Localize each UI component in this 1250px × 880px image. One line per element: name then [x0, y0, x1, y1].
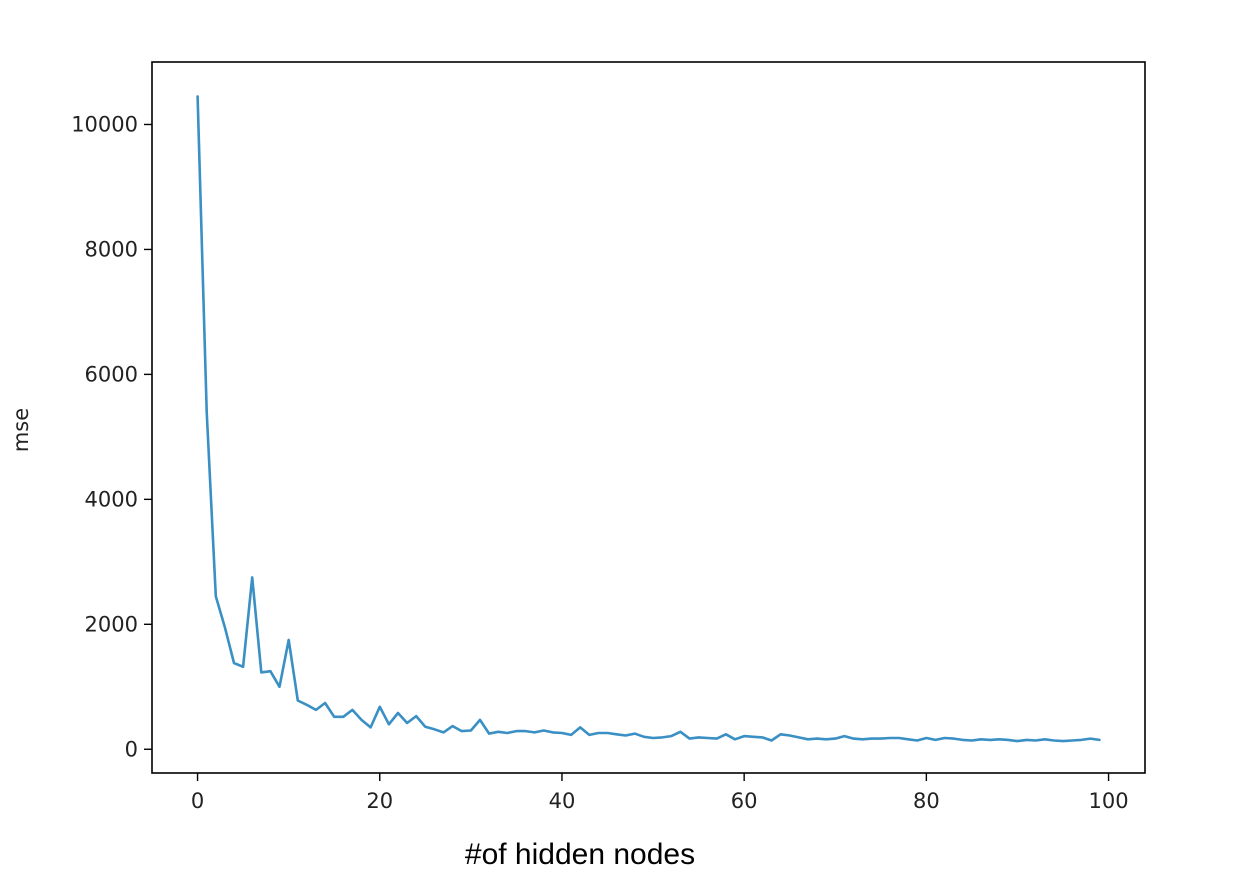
x-tick-label: 80	[913, 789, 940, 813]
x-tick-label: 20	[366, 789, 393, 813]
x-axis-label: #of hidden nodes	[465, 838, 695, 871]
x-tick-label: 0	[191, 789, 204, 813]
plot-area	[151, 61, 1146, 774]
x-tick-label: 40	[549, 789, 576, 813]
y-tick-label: 6000	[85, 362, 138, 386]
y-tick-label: 0	[125, 737, 138, 761]
y-tick-label: 10000	[71, 112, 138, 136]
y-tick-label: 8000	[85, 237, 138, 261]
y-axis-ticks: 0 2000 4000 6000 8000 10000	[71, 112, 152, 761]
y-axis-label: mse	[9, 408, 33, 452]
y-tick-label: 4000	[85, 487, 138, 511]
y-tick-label: 2000	[85, 612, 138, 636]
series-line-0	[196, 95, 1101, 743]
plot-frame	[151, 61, 1146, 774]
x-tick-label: 100	[1089, 789, 1129, 813]
x-axis-ticks: 0 20 40 60 80 100	[191, 773, 1129, 813]
x-tick-label: 60	[731, 789, 758, 813]
